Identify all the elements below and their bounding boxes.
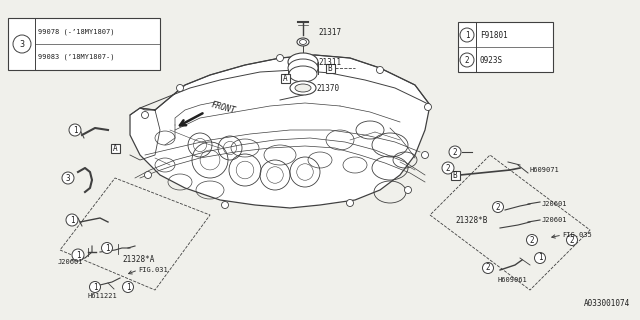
Circle shape xyxy=(376,67,383,74)
Text: 2: 2 xyxy=(452,148,458,156)
Circle shape xyxy=(460,28,474,42)
Text: 99083 (’18MY1807-): 99083 (’18MY1807-) xyxy=(38,54,115,60)
FancyBboxPatch shape xyxy=(326,63,335,73)
Text: 21317: 21317 xyxy=(318,28,341,36)
Circle shape xyxy=(90,282,100,292)
Text: A: A xyxy=(113,143,117,153)
Text: 21370: 21370 xyxy=(316,84,339,92)
Ellipse shape xyxy=(297,38,309,46)
Text: 2: 2 xyxy=(496,203,500,212)
Text: B: B xyxy=(328,63,332,73)
Text: FIG.035: FIG.035 xyxy=(562,232,592,238)
Text: FIG.031: FIG.031 xyxy=(138,267,168,273)
Circle shape xyxy=(221,202,228,209)
Text: 1: 1 xyxy=(70,215,74,225)
Polygon shape xyxy=(130,55,430,208)
Text: F91801: F91801 xyxy=(480,30,508,39)
FancyBboxPatch shape xyxy=(8,18,160,70)
Text: 1: 1 xyxy=(93,283,97,292)
Circle shape xyxy=(122,282,134,292)
Circle shape xyxy=(527,235,538,245)
Circle shape xyxy=(102,243,113,253)
Ellipse shape xyxy=(290,81,316,95)
Text: J20601: J20601 xyxy=(58,259,83,265)
Text: 1: 1 xyxy=(538,253,542,262)
Text: 1: 1 xyxy=(76,251,80,260)
Text: 2: 2 xyxy=(445,164,451,172)
FancyBboxPatch shape xyxy=(451,171,460,180)
Circle shape xyxy=(460,53,474,67)
Circle shape xyxy=(442,162,454,174)
Circle shape xyxy=(145,172,152,179)
FancyBboxPatch shape xyxy=(111,143,120,153)
Circle shape xyxy=(276,54,284,61)
Text: 2: 2 xyxy=(486,263,490,273)
Text: H611221: H611221 xyxy=(88,293,118,299)
Text: 2: 2 xyxy=(465,55,469,65)
FancyBboxPatch shape xyxy=(280,74,289,83)
Circle shape xyxy=(72,249,84,261)
Text: J20601: J20601 xyxy=(542,217,568,223)
Circle shape xyxy=(346,199,353,206)
Text: FRONT: FRONT xyxy=(210,100,236,116)
Text: 3: 3 xyxy=(19,39,24,49)
Circle shape xyxy=(13,35,31,53)
Circle shape xyxy=(424,103,431,110)
Circle shape xyxy=(534,252,545,263)
Text: B: B xyxy=(452,171,458,180)
Text: 1: 1 xyxy=(465,30,469,39)
Text: 1: 1 xyxy=(73,125,77,134)
Circle shape xyxy=(493,202,504,212)
Text: 99078 (-’18MY1807): 99078 (-’18MY1807) xyxy=(38,29,115,35)
Text: 1: 1 xyxy=(125,283,131,292)
Text: 0923S: 0923S xyxy=(480,55,503,65)
FancyBboxPatch shape xyxy=(458,22,553,72)
Circle shape xyxy=(66,214,78,226)
Text: H609071: H609071 xyxy=(530,167,560,173)
Text: 3: 3 xyxy=(66,173,70,182)
Text: 1: 1 xyxy=(105,244,109,252)
Text: 2: 2 xyxy=(570,236,574,244)
Circle shape xyxy=(449,146,461,158)
Text: 2: 2 xyxy=(530,236,534,244)
Text: 21328*B: 21328*B xyxy=(455,215,488,225)
Ellipse shape xyxy=(289,66,317,82)
Text: A033001074: A033001074 xyxy=(584,299,630,308)
Circle shape xyxy=(566,235,577,245)
Circle shape xyxy=(62,172,74,184)
Ellipse shape xyxy=(295,84,311,92)
Text: 21328*A: 21328*A xyxy=(122,255,154,265)
Circle shape xyxy=(141,111,148,118)
Circle shape xyxy=(404,187,412,194)
Text: J20601: J20601 xyxy=(542,201,568,207)
Circle shape xyxy=(422,151,429,158)
Circle shape xyxy=(483,262,493,274)
Text: A: A xyxy=(283,74,287,83)
Text: 21311: 21311 xyxy=(318,58,341,67)
Text: H609061: H609061 xyxy=(498,277,528,283)
Ellipse shape xyxy=(288,59,318,77)
Circle shape xyxy=(177,84,184,92)
Ellipse shape xyxy=(288,53,318,71)
Circle shape xyxy=(69,124,81,136)
